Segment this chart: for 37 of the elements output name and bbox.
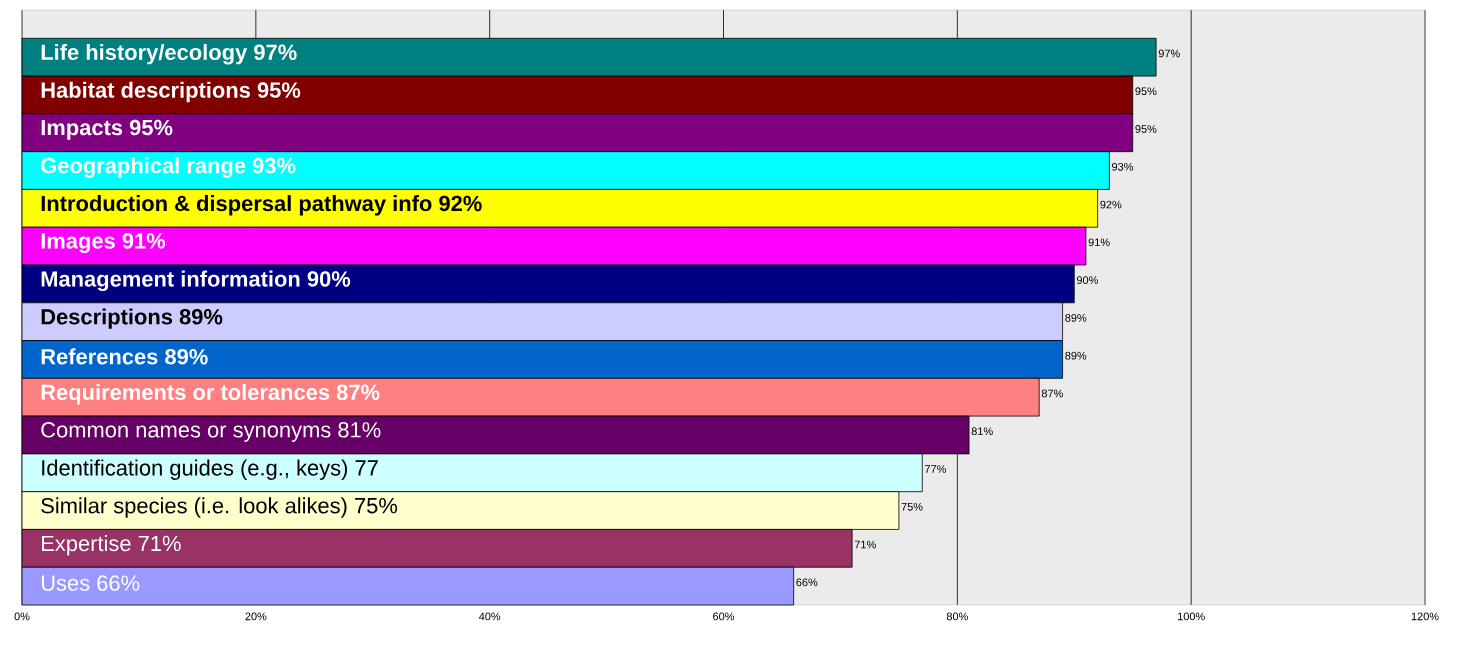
y-tick-label: References 89%	[41, 348, 208, 365]
data-label: 91%	[1088, 238, 1110, 247]
data-label: 71%	[854, 540, 876, 549]
x-tick-label: 80%	[946, 612, 968, 621]
x-tick-label: 120%	[1411, 612, 1439, 621]
data-label: 81%	[971, 427, 993, 436]
y-tick-label: Management information 90%	[41, 270, 351, 292]
data-label: 93%	[1112, 162, 1134, 171]
y-tick-label: Requirements or tolerances 87%	[41, 383, 380, 405]
y-tick-label: Habitat descriptions 95%	[41, 81, 301, 103]
y-tick-label: Geographical range 93%	[41, 157, 296, 178]
y-tick-label: Similar species (i.e. look alikes) 75%	[41, 497, 398, 518]
y-tick-label: Impacts 95%	[41, 119, 173, 140]
data-label: 66%	[796, 578, 818, 587]
y-tick-label: Common names or synonyms 81%	[41, 422, 381, 442]
data-label: 89%	[1065, 314, 1087, 322]
data-label: 95%	[1135, 125, 1157, 133]
x-tick-label: 100%	[1177, 612, 1205, 621]
y-tick-label: Life history/ecology 97%	[41, 43, 297, 65]
y-tick-label: Images 91%	[41, 233, 166, 254]
x-tick-label: 20%	[245, 612, 267, 621]
x-tick-label: 40%	[478, 612, 501, 621]
data-label: 95%	[1135, 87, 1157, 96]
y-tick-label: Introduction & dispersal pathway info 92%	[41, 195, 482, 216]
x-tick-label: 0%	[14, 612, 30, 621]
data-label: 87%	[1041, 389, 1063, 398]
y-tick-label: Expertise 71%	[42, 535, 181, 556]
data-label: 90%	[1076, 276, 1098, 284]
y-tick-label: Identification guides (e.g., keys) 77	[42, 459, 378, 480]
data-label: 77%	[925, 465, 946, 473]
data-label: 97%	[1158, 49, 1180, 58]
y-tick-label: Descriptions 89%	[41, 308, 223, 329]
data-label: 75%	[901, 502, 923, 511]
data-label: 89%	[1065, 351, 1087, 360]
y-tick-label: Uses 66%	[41, 575, 140, 591]
x-tick-label: 60%	[713, 612, 735, 621]
data-label: 92%	[1100, 200, 1122, 209]
